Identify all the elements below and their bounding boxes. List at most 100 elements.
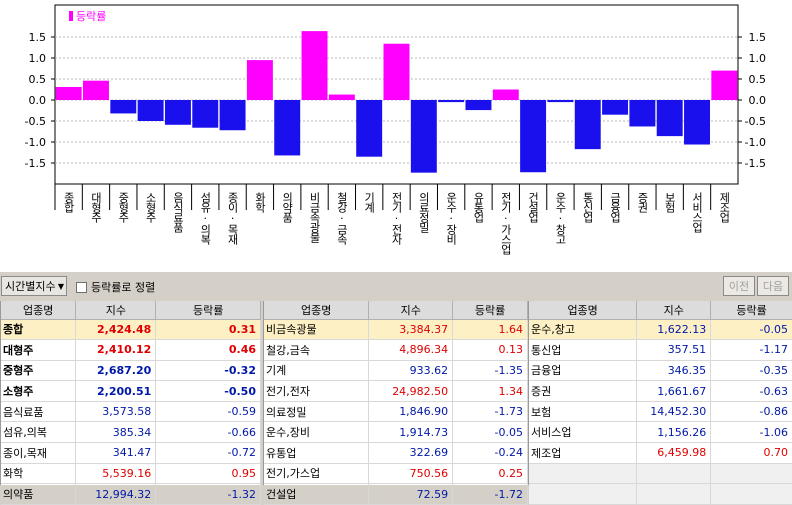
bar xyxy=(83,80,109,100)
x-tick-label: 대형주 xyxy=(89,192,102,223)
sector-name-cell: 제조업 xyxy=(529,442,638,464)
y-tick-label: 1.0 xyxy=(29,52,47,65)
x-tick-label: 중형주 xyxy=(117,192,130,223)
index-value-cell: 72.59 xyxy=(368,483,454,505)
bar xyxy=(356,100,383,157)
sector-name-cell xyxy=(529,483,638,505)
bar xyxy=(328,94,355,100)
table-row[interactable]: 건설업 72.59 -1.72 xyxy=(264,483,528,505)
x-tick-label: 통신업 xyxy=(581,192,594,223)
x-tick-label: 전기·전자 xyxy=(390,192,403,245)
sector-name-cell: 기계 xyxy=(264,360,370,382)
sector-name-cell: 대형주 xyxy=(1,339,77,361)
bar xyxy=(383,43,410,100)
table-row[interactable] xyxy=(529,483,792,505)
index-value-cell: 5,539.16 xyxy=(75,463,157,485)
table-row[interactable]: 전기,전자 24,982.50 1.34 xyxy=(264,380,528,402)
sort-by-rate-option[interactable]: 등락률로 정렬 xyxy=(76,279,155,295)
table-row[interactable]: 섬유,의복 385.34 -0.66 xyxy=(1,421,261,444)
bar xyxy=(547,100,574,103)
change-rate-cell: 0.70 xyxy=(710,442,792,464)
index-value-cell: 1,661.67 xyxy=(636,380,712,402)
sector-name-cell: 보험 xyxy=(529,401,638,423)
table-row[interactable]: 유통업 322.69 -0.24 xyxy=(264,442,528,464)
table-row[interactable]: 의약품 12,994.32 -1.32 xyxy=(1,483,261,505)
x-tick-label: 운수·창고 xyxy=(554,192,567,244)
sector-name-cell: 비금속광물 xyxy=(264,319,370,341)
table-row[interactable]: 증권 1,661.67 -0.63 xyxy=(529,380,792,402)
change-rate-cell xyxy=(710,483,792,505)
sector-name-cell: 운수,창고 xyxy=(529,319,638,341)
sort-checkbox-label: 등락률로 정렬 xyxy=(91,281,156,294)
change-rate-cell: 1.64 xyxy=(452,319,528,341)
change-rate-cell: -0.66 xyxy=(155,421,261,444)
sector-name-cell: 전기,전자 xyxy=(264,380,370,402)
sector-name-cell: 증권 xyxy=(529,380,638,402)
table-row[interactable]: 서비스업 1,156.26 -1.06 xyxy=(529,421,792,444)
change-rate-cell: -1.35 xyxy=(452,360,528,382)
bar xyxy=(602,100,629,115)
column-header[interactable]: 지수 xyxy=(368,301,454,320)
table-row[interactable]: 의료정밀 1,846.90 -1.73 xyxy=(264,401,528,423)
x-tick-label: 화학 xyxy=(253,192,266,213)
index-value-cell: 385.34 xyxy=(75,421,157,444)
table-row[interactable] xyxy=(529,463,792,485)
table-row[interactable]: 철강,금속 4,896.34 0.13 xyxy=(264,339,528,361)
bar xyxy=(684,100,710,145)
column-header[interactable]: 등락률 xyxy=(155,301,261,320)
index-value-cell: 2,200.51 xyxy=(75,380,157,402)
change-rate-cell: 0.13 xyxy=(452,339,528,361)
table-row[interactable]: 대형주 2,410.12 0.46 xyxy=(1,339,261,361)
column-header[interactable]: 업종명 xyxy=(529,301,638,320)
x-tick-label: 보험 xyxy=(663,192,676,213)
table-row[interactable]: 운수,창고 1,622.13 -0.05 xyxy=(529,319,792,341)
index-value-cell: 2,687.20 xyxy=(75,360,157,382)
table-row[interactable]: 금융업 346.35 -0.35 xyxy=(529,360,792,382)
table-row[interactable]: 운수,장비 1,914.73 -0.05 xyxy=(264,421,528,444)
table-row[interactable]: 화학 5,539.16 0.95 xyxy=(1,463,261,485)
sector-name-cell: 화학 xyxy=(1,463,77,485)
y-tick-label-right: -1.5 xyxy=(745,157,766,170)
sector-name-cell xyxy=(529,463,638,485)
table-row[interactable]: 종이,목재 341.47 -0.72 xyxy=(1,442,261,464)
column-header[interactable]: 업종명 xyxy=(264,301,370,320)
column-header[interactable]: 업종명 xyxy=(1,301,77,320)
toolbar: 시간별지수 ▼ 등락률로 정렬 이전 다음 xyxy=(0,274,792,298)
table-row[interactable]: 제조업 6,459.98 0.70 xyxy=(529,442,792,464)
sector-name-cell: 건설업 xyxy=(264,483,370,505)
sector-name-cell: 전기,가스업 xyxy=(264,463,370,485)
table-row[interactable]: 통신업 357.51 -1.17 xyxy=(529,339,792,361)
legend-swatch xyxy=(69,11,73,21)
y-tick-label-right: 0.5 xyxy=(749,73,767,86)
column-header[interactable]: 지수 xyxy=(636,301,712,320)
table-row[interactable]: 비금속광물 3,384.37 1.64 xyxy=(264,319,528,341)
table-row[interactable]: 전기,가스업 750.56 0.25 xyxy=(264,463,528,485)
bar xyxy=(711,70,738,100)
index-value-cell: 1,156.26 xyxy=(636,421,712,444)
prev-button[interactable]: 이전 xyxy=(723,276,755,296)
table-row[interactable]: 기계 933.62 -1.35 xyxy=(264,360,528,382)
index-value-cell: 750.56 xyxy=(368,463,454,485)
sort-checkbox[interactable] xyxy=(76,281,87,293)
sector-name-cell: 중형주 xyxy=(1,360,77,382)
change-rate-cell xyxy=(710,463,792,485)
table-row[interactable]: 소형주 2,200.51 -0.50 xyxy=(1,380,261,402)
table-row[interactable]: 종합 2,424.48 0.31 xyxy=(1,319,261,341)
index-value-cell: 1,914.73 xyxy=(368,421,454,444)
column-header[interactable]: 지수 xyxy=(75,301,157,320)
table-row[interactable]: 중형주 2,687.20 -0.32 xyxy=(1,360,261,382)
change-rate-cell: -0.05 xyxy=(452,421,528,444)
x-tick-label: 서비스업 xyxy=(691,192,704,233)
table-row[interactable]: 보험 14,452.30 -0.86 xyxy=(529,401,792,423)
x-tick-label: 비금속광물 xyxy=(308,192,321,243)
table-row[interactable]: 음식료품 3,573.58 -0.59 xyxy=(1,401,261,423)
period-select[interactable]: 시간별지수 ▼ xyxy=(1,276,67,296)
column-header[interactable]: 등락률 xyxy=(710,301,792,320)
column-header[interactable]: 등락률 xyxy=(452,301,528,320)
sector-table: 업종명 지수 등락률 종합 2,424.48 0.31 대형주 2,410.12 0.46 중형주… xyxy=(1,301,261,505)
period-select-label: 시간별지수 xyxy=(5,280,56,293)
next-button[interactable]: 다음 xyxy=(757,276,789,296)
y-tick-label: -1.0 xyxy=(25,136,46,149)
sector-name-cell: 유통업 xyxy=(264,442,370,464)
x-tick-label: 의약품 xyxy=(281,192,294,223)
